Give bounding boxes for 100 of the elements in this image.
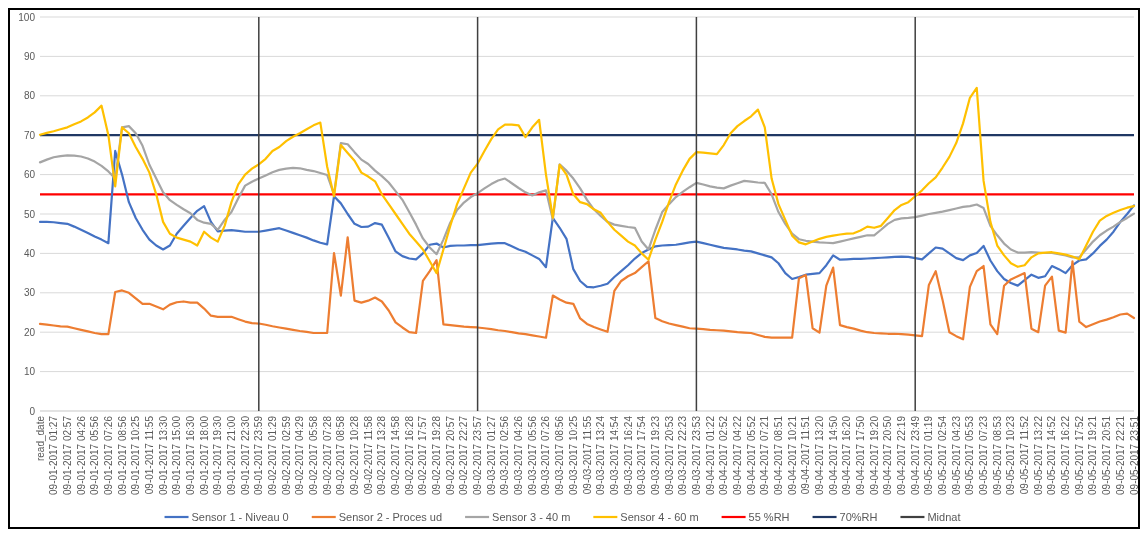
x-tick-label: 09-05-2017 13:22 bbox=[1032, 415, 1044, 495]
x-tick-label: 09-04-2017 08:51 bbox=[772, 415, 784, 495]
x-tick-label: 09-05-2017 17:52 bbox=[1073, 415, 1085, 495]
x-tick-label: 09-04-2017 23:49 bbox=[909, 415, 921, 495]
x-tick-label: 09-04-2017 10:21 bbox=[786, 415, 798, 495]
x-tick-label: 09-04-2017 11:51 bbox=[800, 415, 812, 495]
x-tick-label: 09-05-2017 19:21 bbox=[1087, 415, 1099, 495]
x-tick-label: 09-04-2017 05:52 bbox=[745, 415, 757, 495]
x-tick-label: 09-03-2017 01:27 bbox=[485, 415, 497, 495]
x-tick-label: 09-03-2017 13:24 bbox=[595, 415, 607, 495]
line-series bbox=[38, 236, 1136, 341]
x-tick-label: 09-02-2017 19:28 bbox=[431, 415, 443, 495]
x-tick-label: 09-01-2017 10:25 bbox=[130, 415, 142, 495]
x-tick-label: 09-02-2017 11:58 bbox=[362, 415, 374, 495]
x-tick-label: 09-01-2017 04:26 bbox=[75, 415, 87, 495]
x-tick-label: 09-05-2017 01:19 bbox=[923, 415, 935, 495]
line-series bbox=[38, 149, 1136, 289]
x-tick-label: 09-03-2017 16:24 bbox=[622, 415, 634, 495]
x-tick-label: 09-03-2017 02:56 bbox=[499, 415, 511, 495]
legend-label: Sensor 3 - 40 m bbox=[492, 510, 571, 523]
x-tick-label: 09-01-2017 11:55 bbox=[143, 415, 155, 495]
x-tick-label: 09-01-2017 02:57 bbox=[61, 415, 73, 495]
x-tick-label: 09-03-2017 07:26 bbox=[540, 415, 552, 495]
x-tick-label: 09-04-2017 16:20 bbox=[841, 415, 853, 495]
x-tick-label: 09-02-2017 05:58 bbox=[308, 415, 319, 495]
x-tick-label: 09-01-2017 08:56 bbox=[116, 415, 128, 495]
x-tick-label: 09-04-2017 02:52 bbox=[718, 415, 730, 495]
line-series bbox=[38, 125, 1136, 259]
y-tick-label: 40 bbox=[23, 247, 36, 259]
x-tick-label: 09-01-2017 18:00 bbox=[198, 415, 210, 495]
x-tick-label: 09-05-2017 22:21 bbox=[1114, 415, 1126, 495]
x-tick-label: 09-03-2017 05:56 bbox=[526, 415, 538, 495]
x-tick-label: 09-04-2017 04:22 bbox=[731, 415, 743, 495]
x-tick-label: 09-01-2017 22:30 bbox=[239, 415, 251, 495]
x-tick-label: 09-04-2017 01:22 bbox=[704, 415, 716, 495]
x-tick-label: 09-02-2017 22:27 bbox=[458, 415, 470, 495]
legend-label: 55 %RH bbox=[748, 510, 790, 523]
legend-label: Sensor 2 - Proces ud bbox=[338, 510, 443, 523]
x-tick-label: 09-03-2017 23:53 bbox=[690, 415, 702, 495]
x-tick-label: 09-02-2017 02:59 bbox=[280, 415, 292, 495]
y-tick-label: 80 bbox=[23, 90, 36, 102]
line-series bbox=[38, 86, 1136, 275]
x-tick-label: 09-05-2017 05:53 bbox=[964, 415, 976, 495]
x-tick-label: 09-01-2017 07:26 bbox=[102, 415, 114, 495]
x-tick-label: read_date bbox=[34, 415, 46, 462]
x-tick-label: 09-02-2017 01:29 bbox=[266, 415, 278, 495]
x-tick-label: 09-05-2017 23:51 bbox=[1128, 415, 1140, 495]
x-tick-label: 09-03-2017 22:23 bbox=[677, 415, 689, 495]
x-tick-label: 09-01-2017 05:56 bbox=[89, 415, 101, 495]
x-tick-label: 09-01-2017 01:27 bbox=[48, 415, 60, 495]
x-tick-label: 09-04-2017 22:19 bbox=[896, 415, 908, 495]
y-tick-label: 100 bbox=[18, 11, 36, 23]
x-tick-label: 09-01-2017 15:00 bbox=[171, 415, 183, 495]
x-tick-label: 09-02-2017 08:58 bbox=[335, 415, 347, 495]
y-tick-label: 70 bbox=[23, 129, 36, 141]
x-tick-label: 09-05-2017 10:23 bbox=[1005, 415, 1017, 495]
x-tick-label: 09-01-2017 16:30 bbox=[184, 415, 196, 495]
x-tick-label: 09-04-2017 13:20 bbox=[813, 415, 825, 495]
y-tick-label: 30 bbox=[23, 287, 36, 299]
x-tick-label: 09-02-2017 07:28 bbox=[321, 415, 333, 495]
legend-label: Midnat bbox=[927, 510, 961, 523]
legend-label: Sensor 4 - 60 m bbox=[620, 510, 699, 523]
x-tick-label: 09-04-2017 20:50 bbox=[882, 415, 894, 495]
x-tick-label: 09-03-2017 08:56 bbox=[554, 415, 566, 495]
legend-label: 70%RH bbox=[839, 510, 878, 523]
y-tick-label: 60 bbox=[23, 169, 36, 181]
x-tick-label: 09-03-2017 11:55 bbox=[581, 415, 593, 495]
x-tick-label: 09-02-2017 10:28 bbox=[349, 415, 361, 495]
y-tick-label: 20 bbox=[23, 326, 36, 338]
legend-label: Sensor 1 - Niveau 0 bbox=[191, 510, 289, 523]
x-tick-label: 09-02-2017 04:29 bbox=[294, 415, 306, 495]
x-tick-label: 09-05-2017 02:54 bbox=[937, 415, 949, 495]
x-tick-label: 09-05-2017 08:53 bbox=[991, 415, 1003, 495]
x-tick-label: 09-03-2017 17:54 bbox=[636, 415, 648, 495]
x-tick-label: 09-05-2017 04:23 bbox=[950, 415, 962, 495]
x-tick-label: 09-04-2017 14:50 bbox=[827, 415, 839, 495]
x-tick-label: 09-02-2017 20:57 bbox=[444, 415, 456, 495]
x-tick-label: 09-05-2017 11:52 bbox=[1019, 415, 1031, 495]
y-tick-label: 90 bbox=[23, 50, 36, 62]
x-tick-label: 09-01-2017 13:30 bbox=[157, 415, 169, 495]
x-tick-label: 09-05-2017 20:51 bbox=[1101, 415, 1113, 495]
y-tick-label: 50 bbox=[23, 208, 36, 220]
x-tick-label: 09-01-2017 19:30 bbox=[212, 415, 224, 495]
y-tick-label: 0 bbox=[29, 405, 36, 417]
x-tick-label: 09-03-2017 19:23 bbox=[649, 415, 661, 495]
x-tick-label: 09-04-2017 17:50 bbox=[855, 415, 866, 495]
x-tick-label: 09-01-2017 23:59 bbox=[253, 415, 265, 495]
x-tick-label: 09-02-2017 13:28 bbox=[376, 415, 388, 495]
x-tick-label: 09-02-2017 23:57 bbox=[472, 415, 484, 495]
x-tick-label: 09-02-2017 17:57 bbox=[417, 415, 429, 495]
x-tick-label: 09-02-2017 14:58 bbox=[390, 415, 402, 495]
x-tick-label: 09-05-2017 16:22 bbox=[1060, 415, 1072, 495]
x-tick-label: 09-05-2017 07:23 bbox=[978, 415, 990, 495]
x-tick-label: 09-03-2017 10:25 bbox=[567, 415, 579, 495]
x-tick-label: 09-05-2017 14:52 bbox=[1046, 415, 1058, 495]
y-tick-label: 10 bbox=[23, 366, 36, 378]
x-tick-label: 09-03-2017 14:54 bbox=[608, 415, 620, 495]
x-tick-label: 09-01-2017 21:00 bbox=[225, 415, 237, 495]
x-tick-label: 09-04-2017 19:20 bbox=[868, 415, 880, 495]
x-tick-label: 09-02-2017 16:28 bbox=[403, 415, 415, 495]
